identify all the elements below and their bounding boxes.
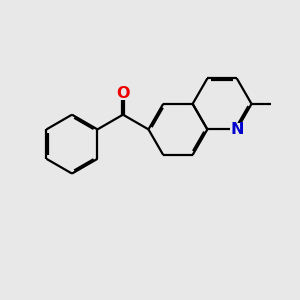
FancyBboxPatch shape bbox=[116, 87, 129, 100]
Text: N: N bbox=[230, 122, 244, 137]
Text: O: O bbox=[116, 86, 130, 101]
FancyBboxPatch shape bbox=[230, 123, 243, 136]
